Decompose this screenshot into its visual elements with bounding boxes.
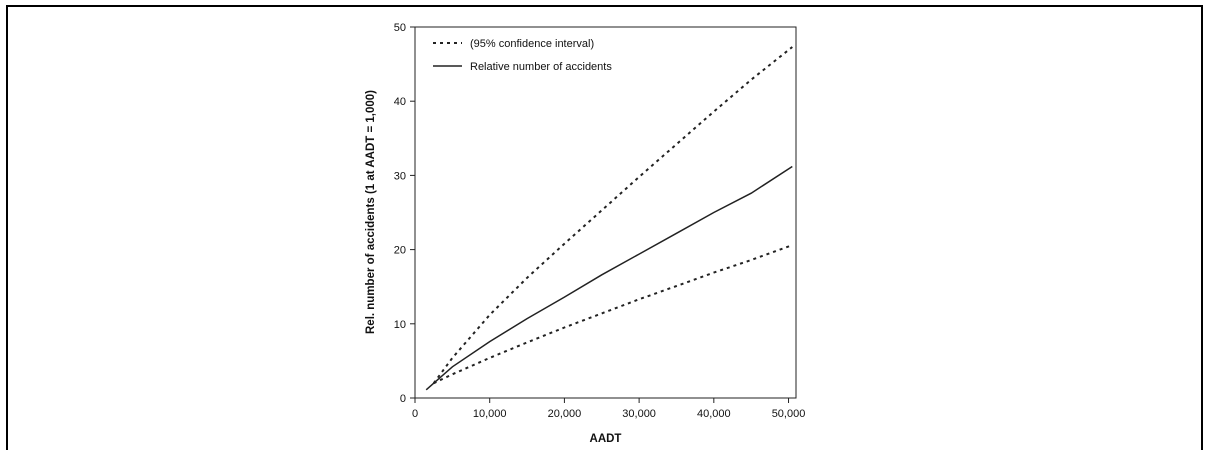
x-tick-label: 50,000 xyxy=(772,408,806,420)
y-tick-label: 10 xyxy=(394,319,406,331)
x-axis: 0 10,000 20,000 30,000 40,000 50,000 xyxy=(412,398,805,420)
series-line-relative-accidents xyxy=(425,165,793,391)
y-axis-title: Rel. number of accidents (1 at AADT = 1,… xyxy=(365,90,377,334)
plot-area xyxy=(414,26,797,399)
legend-label-relative-accidents: Relative number of accidents xyxy=(470,61,612,73)
series-line-ci-upper xyxy=(432,46,793,384)
series-layer xyxy=(425,46,793,391)
legend: (95% confidence interval) Relative numbe… xyxy=(433,38,612,73)
x-tick-label: 10,000 xyxy=(473,408,507,420)
x-axis-title: AADT xyxy=(590,433,622,445)
y-tick-label: 30 xyxy=(394,170,406,182)
x-tick-label: 0 xyxy=(412,408,418,420)
series-line-ci-lower xyxy=(433,244,793,385)
y-tick-label: 40 xyxy=(394,96,406,108)
y-axis: 0 10 20 30 40 50 xyxy=(394,22,415,405)
legend-label-confidence-interval: (95% confidence interval) xyxy=(470,38,594,50)
x-tick-label: 20,000 xyxy=(548,408,582,420)
x-tick-label: 40,000 xyxy=(697,408,731,420)
y-tick-label: 20 xyxy=(394,245,406,257)
figure-frame xyxy=(6,5,1203,450)
x-tick-label: 30,000 xyxy=(622,408,656,420)
y-tick-label: 50 xyxy=(394,22,406,34)
y-tick-label: 0 xyxy=(400,393,406,405)
